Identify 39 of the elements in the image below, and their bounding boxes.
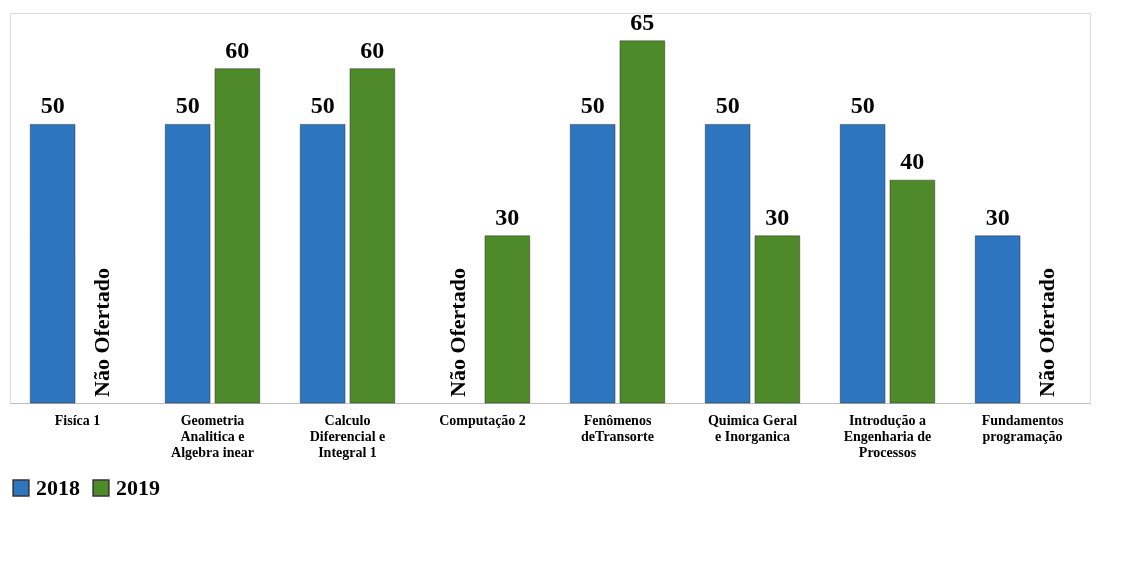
bar bbox=[754, 235, 800, 404]
x-tick-label: Calculo Diferencial e Integral 1 bbox=[309, 412, 386, 460]
bar bbox=[349, 68, 395, 404]
data-label: 40 bbox=[900, 148, 925, 175]
data-label: 50 bbox=[715, 92, 740, 119]
data-label: 30 bbox=[765, 203, 790, 230]
bar bbox=[889, 179, 935, 404]
x-tick-label: Fisíca 1 bbox=[54, 412, 101, 428]
x-tick-label: Fundamentos programação bbox=[981, 412, 1064, 444]
data-label: 50 bbox=[580, 92, 605, 119]
data-label: 30 bbox=[495, 203, 520, 230]
data-label: 50 bbox=[850, 92, 875, 119]
data-label: 65 bbox=[630, 8, 655, 35]
annotation: Não Ofertado bbox=[444, 268, 470, 397]
x-tick-label: Fenômenos deTransorte bbox=[581, 412, 654, 444]
bar bbox=[484, 235, 530, 404]
x-tick-label: Introdução a Engenharia de Processos bbox=[843, 412, 932, 460]
bar bbox=[30, 124, 76, 404]
data-label: 60 bbox=[225, 36, 250, 63]
data-label: 50 bbox=[310, 92, 335, 119]
data-label: 30 bbox=[985, 203, 1010, 230]
bar bbox=[619, 40, 665, 404]
data-label: 50 bbox=[175, 92, 200, 119]
bar bbox=[165, 124, 211, 404]
x-tick-label: Geometria Analitica e Algebra inear bbox=[171, 412, 254, 460]
bar bbox=[214, 68, 260, 404]
legend-label: 2019 bbox=[116, 475, 160, 500]
bar bbox=[300, 124, 346, 404]
annotation: Não Ofertado bbox=[89, 268, 115, 397]
bar bbox=[705, 124, 751, 404]
bar bbox=[975, 235, 1021, 404]
legend-label: 2018 bbox=[36, 475, 80, 500]
data-label: 50 bbox=[40, 92, 65, 119]
annotation: Não Ofertado bbox=[1034, 268, 1060, 397]
bar bbox=[840, 124, 886, 404]
x-tick-label: Computação 2 bbox=[439, 412, 526, 428]
data-label: 60 bbox=[360, 36, 385, 63]
bar bbox=[570, 124, 616, 404]
x-tick-label: Quimica Geral e Inorganica bbox=[707, 412, 798, 444]
